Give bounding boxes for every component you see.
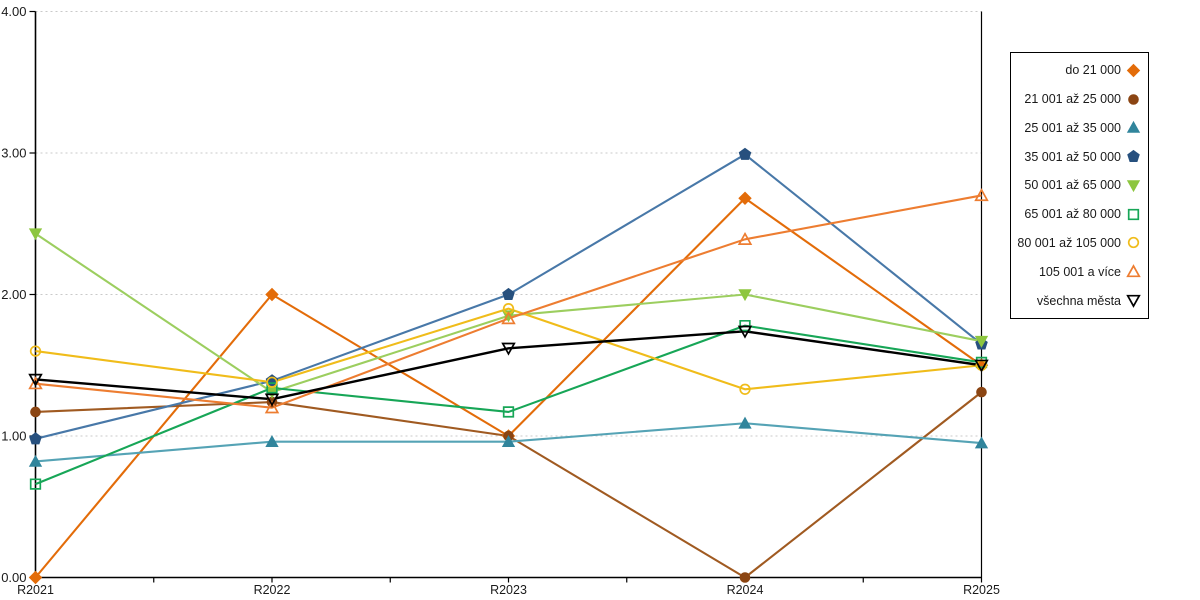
data-point-marker: [265, 287, 279, 302]
series-line: [35, 194, 982, 409]
data-point-marker: [266, 376, 278, 388]
data-point-marker: [1126, 294, 1141, 308]
legend-label: 21 001 až 25 000: [1024, 92, 1121, 107]
circle-marker-icon: [1127, 237, 1140, 249]
data-point-marker: [1127, 208, 1140, 220]
legend-item: všechna města: [1011, 287, 1148, 314]
data-point-marker: [264, 400, 280, 414]
x-tick-label: R2022: [254, 583, 291, 597]
series-line: [35, 324, 982, 486]
data-point-marker: [29, 478, 42, 490]
data-point-marker: [28, 376, 43, 390]
data-point-marker: [738, 191, 752, 205]
data-point-marker: [502, 287, 515, 300]
data-point-marker: [974, 359, 989, 373]
circle-marker-icon: [1128, 93, 1139, 105]
series-line: [35, 330, 982, 401]
y-tick-label: 0.00: [1, 570, 26, 585]
diamond-marker-icon: [1126, 63, 1141, 78]
legend-label: všechna města: [1036, 293, 1121, 308]
series-line: [35, 307, 982, 391]
data-point-marker: [974, 436, 989, 449]
data-point-marker: [501, 311, 516, 325]
y-tick-label: 4.00: [1, 4, 26, 19]
x-tick-label: R2023: [490, 583, 527, 597]
legend-item: 21 001 až 25 000: [1011, 86, 1148, 113]
data-point-marker: [28, 228, 43, 241]
data-point-marker: [264, 393, 280, 407]
data-point-marker: [502, 406, 515, 418]
data-point-marker: [976, 386, 987, 398]
legend-label: 35 001 až 50 000: [1024, 149, 1121, 164]
data-point-marker: [1128, 93, 1139, 105]
legend-item: 35 001 až 50 000: [1011, 143, 1148, 170]
data-point-marker: [29, 345, 42, 357]
data-point-marker: [501, 342, 516, 356]
data-point-marker: [28, 570, 43, 585]
y-tick-label: 2.00: [1, 287, 26, 302]
data-point-marker: [974, 335, 989, 348]
pentagon-marker-icon: [1127, 150, 1140, 163]
square-marker-icon: [1127, 208, 1140, 220]
data-point-marker: [501, 435, 516, 447]
data-point-marker: [29, 432, 42, 445]
y-tick-label: 1.00: [1, 429, 26, 444]
legend-item: 50 001 až 65 000: [1011, 172, 1148, 199]
data-point-marker: [738, 289, 752, 302]
data-point-marker: [1126, 63, 1141, 78]
data-point-marker: [1127, 237, 1140, 249]
y-tick-label: 3.00: [1, 146, 26, 161]
data-point-marker: [28, 373, 43, 387]
legend-item: do 21 000: [1011, 57, 1148, 84]
data-point-marker: [737, 325, 753, 339]
data-point-marker: [974, 188, 989, 202]
data-point-marker: [1126, 264, 1141, 278]
data-point-marker: [28, 454, 43, 467]
data-point-marker: [501, 310, 516, 323]
x-tick-label: R2021: [17, 583, 54, 597]
legend: do 21 000 21 001 až 25 000 25 001 až 35 00…: [1010, 52, 1149, 319]
triangle-up-marker-icon: [1126, 121, 1141, 134]
data-point-marker: [265, 435, 279, 447]
data-point-marker: [739, 572, 751, 583]
data-point-marker: [1127, 150, 1140, 163]
data-point-marker: [1126, 180, 1141, 193]
data-point-marker: [738, 416, 752, 429]
triangle-down-marker-icon: [1126, 180, 1141, 193]
data-point-marker: [266, 382, 278, 394]
legend-label: 105 001 a více: [1038, 264, 1121, 279]
x-tick-label: R2025: [963, 583, 1000, 597]
legend-item: 105 001 a více: [1011, 258, 1148, 285]
legend-label: 25 001 až 35 000: [1024, 120, 1121, 135]
legend-label: 65 001 až 80 000: [1024, 207, 1121, 222]
legend-label: 50 001 až 65 000: [1024, 178, 1121, 193]
legend-label: 80 001 až 105 000: [1017, 235, 1121, 250]
legend-item: 25 001 až 35 000: [1011, 114, 1148, 141]
data-point-marker: [737, 231, 753, 245]
data-point-marker: [1126, 121, 1141, 134]
series-line: [34, 197, 983, 579]
data-point-marker: [739, 383, 751, 395]
triangle-up-marker-icon: [1126, 264, 1141, 278]
legend-item: 65 001 až 80 000: [1011, 201, 1148, 228]
data-point-marker: [30, 406, 41, 418]
series-line: [35, 391, 983, 579]
x-tick-label: R2024: [727, 583, 764, 597]
legend-item: 80 001 až 105 000: [1011, 229, 1148, 256]
legend-label: do 21 000: [1065, 63, 1121, 78]
data-point-marker: [738, 147, 752, 160]
triangle-down-marker-icon: [1126, 294, 1141, 308]
